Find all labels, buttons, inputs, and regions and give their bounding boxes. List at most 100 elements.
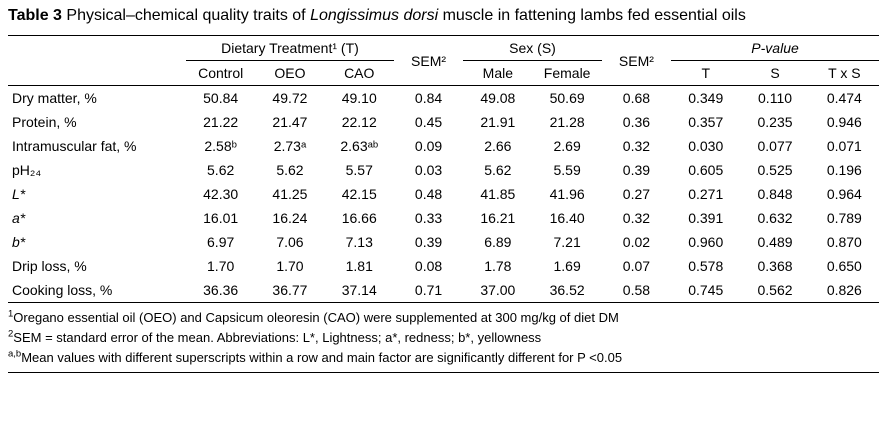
table-cell: 21.91	[480, 114, 516, 131]
table-row: a* 16.01 16.24 16.66 0.33 16.21 16.40 0.32 0.391…	[8, 206, 879, 230]
footnote: 2SEM = standard error of the mean. Abbre…	[8, 328, 879, 348]
table-cell: 5.62	[484, 162, 512, 179]
footnotes: 1Oregano essential oil (OEO) and Capsicu…	[8, 308, 879, 374]
table-row: Dry matter, % 50.84 49.72 49.10 0.84 49.08 50.…	[8, 86, 879, 111]
table-header: Dietary Treatment¹ (T) SEM² Sex (S) SEM²…	[8, 35, 879, 87]
table-cell: 49.08	[480, 90, 516, 107]
table-cell: 0.110	[758, 90, 793, 107]
species-name: Longissimus dorsi	[310, 7, 439, 24]
table-cell: 0.71	[393, 278, 464, 304]
table-cell: 2.66	[484, 138, 512, 155]
table-cell: 5.59	[553, 162, 581, 179]
table-cell: 36.77	[255, 278, 325, 304]
table-cell: 41.85	[480, 186, 516, 203]
table-cell: 0.39	[622, 162, 651, 179]
table-cell: 1.69	[553, 258, 581, 275]
table-cell: 0.32	[622, 210, 651, 227]
table-cell: 1.70	[276, 258, 304, 275]
row-label: Drip loss, %	[12, 258, 87, 275]
table-cell: 0.474	[826, 90, 862, 107]
col-header-oeo: OEO	[255, 60, 325, 87]
table-cell: 0.632	[757, 210, 793, 227]
table-cell: 0.32	[622, 138, 651, 155]
table-cell: 0.09	[414, 138, 443, 155]
table-cell: 0.368	[757, 258, 793, 275]
table-cell: 1.78	[484, 258, 512, 275]
col-header-male: Male	[463, 60, 533, 87]
table-cell: 0.271	[688, 186, 724, 203]
footnote-marker: 1	[8, 308, 14, 320]
table-row: Cooking loss, % 36.36 36.77 37.14 0.71 37.00 3…	[8, 278, 879, 304]
table-cell: 0.349	[688, 90, 724, 107]
group-header-dietary-treatment: Dietary Treatment¹ (T)	[186, 35, 394, 62]
subheader-row: Control OEO CAO Male Female T S T x S	[8, 60, 879, 87]
table-cell: 2.63ᵃᵇ	[340, 138, 379, 155]
table-body: Dry matter, % 50.84 49.72 49.10 0.84 49.08 50.…	[8, 86, 879, 304]
table-number: Table 3	[8, 7, 62, 24]
table-cell: 50.84	[203, 90, 239, 107]
table-cell: 0.946	[826, 114, 862, 131]
table-cell: 49.72	[272, 90, 308, 107]
table-cell: 16.66	[341, 210, 377, 227]
footnote-text: Oregano essential oil (OEO) and Capsicum…	[13, 310, 619, 326]
col-header-female: Female	[532, 60, 602, 87]
table-cell: 0.08	[414, 258, 443, 275]
table-cell: 7.13	[345, 234, 373, 251]
table-cell: 0.964	[826, 186, 862, 203]
col-header-sem-2: SEM²	[601, 35, 672, 87]
table-cell: 5.62	[207, 162, 235, 179]
footnote: a,bMean values with different superscrip…	[8, 348, 879, 368]
footnote-text: Mean values with different superscripts …	[21, 349, 623, 365]
table-cell: 5.57	[345, 162, 373, 179]
row-label: Protein, %	[12, 114, 77, 131]
footnote: 1Oregano essential oil (OEO) and Capsicu…	[8, 308, 879, 328]
table-cell: 0.030	[688, 138, 724, 155]
table-cell: 16.01	[203, 210, 239, 227]
row-label: L*	[12, 186, 26, 203]
table-cell: 16.24	[272, 210, 308, 227]
table-cell: 0.39	[414, 234, 443, 251]
row-label: b*	[12, 234, 26, 251]
col-header-txs: T x S	[809, 60, 879, 87]
table-cell: 42.15	[341, 186, 377, 203]
table-cell: 0.33	[414, 210, 443, 227]
table-row: b* 6.97 7.06 7.13 0.39 6.89 7.21 0.02 0.960 0.489…	[8, 230, 879, 254]
table-cell: 0.745	[671, 278, 741, 304]
table-cell: 0.525	[757, 162, 793, 179]
table-cell: 6.89	[484, 234, 512, 251]
data-table: Dietary Treatment¹ (T) SEM² Sex (S) SEM²…	[8, 35, 879, 304]
table-cell: 0.489	[757, 234, 793, 251]
table-cell: 0.562	[740, 278, 810, 304]
table-cell: 0.02	[622, 234, 651, 251]
row-label: a*	[12, 210, 26, 227]
row-label: Cooking loss, %	[8, 278, 186, 304]
col-header-t: T	[671, 60, 741, 87]
col-header-s: S	[740, 60, 810, 87]
table-cell: 0.36	[622, 114, 651, 131]
table-cell: 37.14	[324, 278, 394, 304]
table-cell: 0.357	[688, 114, 724, 131]
table-cell: 41.96	[549, 186, 585, 203]
table-cell: 0.071	[826, 138, 862, 155]
table-cell: 0.960	[688, 234, 724, 251]
caption-text-after: muscle in fattening lambs fed essential …	[438, 7, 746, 24]
table-cell: 0.650	[826, 258, 862, 275]
table-cell: 0.68	[622, 90, 651, 107]
table-cell: 2.73ᵃ	[273, 138, 307, 155]
table-cell: 0.196	[826, 162, 862, 179]
table-cell: 0.58	[601, 278, 672, 304]
table-cell: 36.52	[532, 278, 602, 304]
table-cell: 16.40	[549, 210, 585, 227]
table-cell: 0.03	[414, 162, 443, 179]
table-row: pH₂₄ 5.62 5.62 5.57 0.03 5.62 5.59 0.39 0.605 0.5…	[8, 158, 879, 182]
row-label: Dry matter, %	[12, 90, 97, 107]
table-cell: 0.578	[688, 258, 724, 275]
table-cell: 1.70	[207, 258, 235, 275]
col-header-sem-1: SEM²	[393, 35, 464, 87]
table-cell: 2.58ᵇ	[204, 138, 237, 155]
row-label: Intramuscular fat, %	[12, 138, 137, 155]
table-cell: 21.22	[203, 114, 239, 131]
table-cell: 16.21	[480, 210, 516, 227]
table-cell: 5.62	[276, 162, 304, 179]
